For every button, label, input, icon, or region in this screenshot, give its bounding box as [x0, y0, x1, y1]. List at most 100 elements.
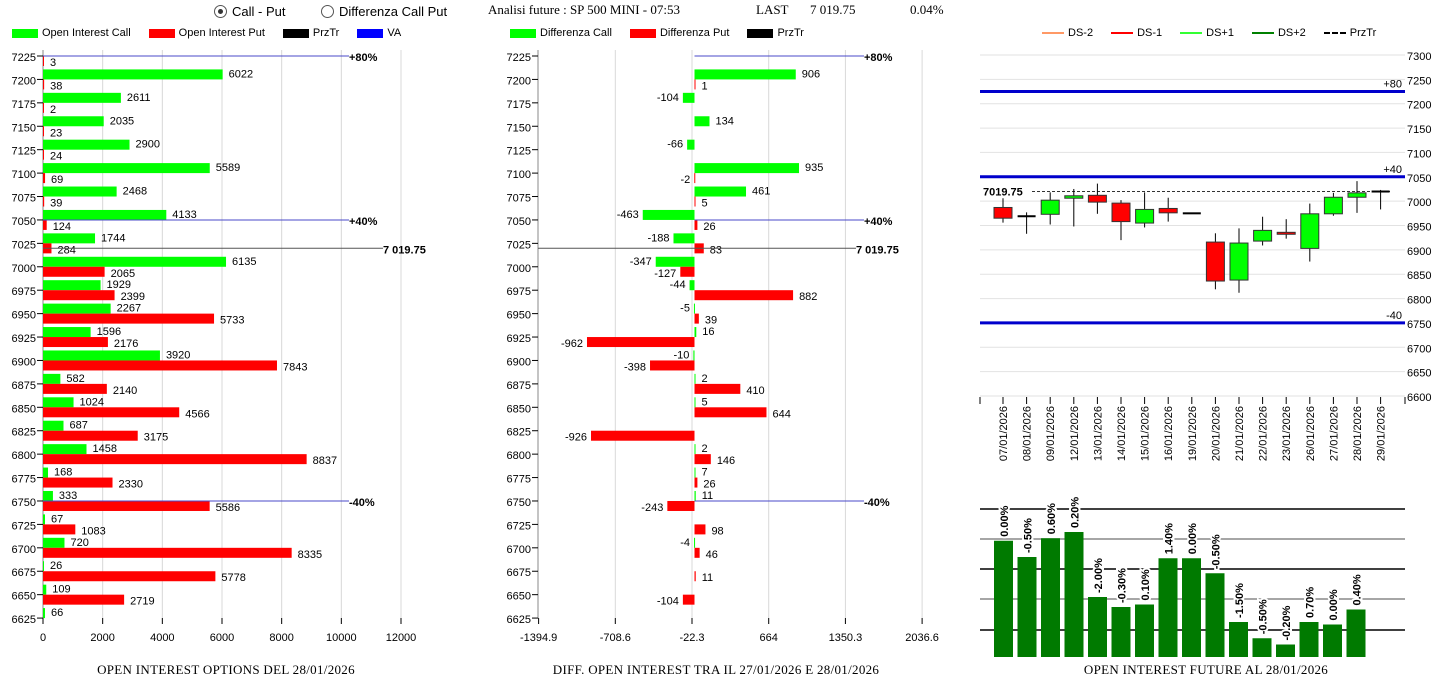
- future-bar-label: -0.50%: [1258, 599, 1270, 634]
- candle-y-tick-label: 6650: [1407, 368, 1431, 380]
- candle-doji: [1371, 190, 1390, 193]
- diff-call-bar: [694, 373, 696, 384]
- candle-date-label: 09/01/2026: [1045, 406, 1057, 461]
- diff-x-tick-label: 2036.6: [905, 632, 939, 644]
- oi-value-label: 4133: [172, 209, 196, 221]
- oi-value-label: 2719: [130, 596, 154, 608]
- diff-call-bar: [694, 69, 796, 80]
- candle-date-label: 19/01/2026: [1187, 406, 1199, 461]
- oi-y-tick-label: 7075: [12, 193, 36, 205]
- oi-call-bar: [43, 608, 45, 619]
- oi-y-tick-label: 6950: [12, 310, 36, 322]
- diff-put-bar: [694, 219, 698, 230]
- diff-call-bar: [694, 163, 799, 174]
- oi-y-tick-label: 7225: [12, 52, 36, 64]
- candle-up: [1253, 229, 1273, 242]
- diff-va-label: +40%: [864, 216, 893, 228]
- oi-call-bar: [43, 561, 44, 572]
- diff-call-bar: [642, 209, 695, 220]
- diff-y-tick-label: 6675: [507, 567, 531, 579]
- oi-value-label: 39: [50, 198, 62, 210]
- diff-value-label: 26: [703, 479, 715, 491]
- legend-swatch-va: [357, 28, 384, 38]
- diff-put-bar: [694, 454, 711, 465]
- diff-y-tick-label: 7225: [507, 52, 531, 64]
- legend-label: Differenza Call: [540, 27, 612, 39]
- oi-value-label: 687: [69, 420, 87, 432]
- oi-value-label: 8335: [298, 549, 322, 561]
- oi-put-bar: [43, 547, 292, 558]
- diff-put-bar: [694, 547, 700, 558]
- candle-y-tick-label: 7250: [1407, 75, 1431, 87]
- oi-y-tick-label: 7050: [12, 216, 36, 228]
- oi-y-tick-label: 6850: [12, 403, 36, 415]
- diff-value-label: 2: [702, 443, 708, 455]
- diff-y-tick-label: 7100: [507, 169, 531, 181]
- oi-call-bar: [43, 139, 130, 150]
- candle-y-tick-label: 7050: [1407, 173, 1431, 185]
- candle-date-label: 14/01/2026: [1116, 406, 1128, 461]
- candle-down: [1111, 202, 1131, 223]
- radio-differenza-call-put[interactable]: Differenza Call Put: [321, 4, 447, 19]
- oi-value-label: 124: [53, 221, 71, 233]
- diff-x-tick-label: 664: [760, 632, 778, 644]
- diff-x-tick-label: -22.3: [679, 632, 704, 644]
- oi-call-bar: [43, 69, 223, 80]
- candle-down: [1276, 231, 1296, 235]
- candle-date-label: 22/01/2026: [1258, 406, 1270, 461]
- oi-price-label: 7 019.75: [383, 244, 426, 256]
- oi-value-label: 2900: [136, 139, 160, 151]
- oi-call-bar: [43, 280, 101, 291]
- legend-label: Open Interest Put: [178, 27, 265, 39]
- diff-y-tick-label: 6800: [507, 450, 531, 462]
- oi-put-bar: [43, 454, 307, 465]
- legend-label: VA: [387, 27, 402, 39]
- diff-value-label: -926: [565, 432, 587, 444]
- oi-va-label: -40%: [349, 497, 375, 509]
- oi-call-bar: [43, 467, 49, 478]
- candle-y-tick-label: 7000: [1407, 197, 1431, 209]
- candle-y-tick-label: 6850: [1407, 270, 1431, 282]
- diff-put-bar: [694, 79, 696, 90]
- radio-selected-icon[interactable]: [214, 5, 227, 18]
- radio-call-put[interactable]: Call - Put: [214, 4, 285, 19]
- future-bar-label: 1.40%: [1164, 523, 1176, 554]
- diff-value-label: 882: [799, 291, 817, 303]
- legend-label: PrzTr: [777, 27, 804, 39]
- candle-date-label: 13/01/2026: [1092, 406, 1104, 461]
- candle-date-label: 27/01/2026: [1328, 406, 1340, 461]
- oi-value-label: 23: [50, 127, 62, 139]
- oi-value-label: 2140: [113, 385, 137, 397]
- candle-y-tick-label: 6750: [1407, 319, 1431, 331]
- legend-label: PrzTr: [312, 27, 340, 39]
- future-bar: [1323, 624, 1342, 657]
- oi-call-bar: [43, 92, 121, 103]
- oi-call-bar: [43, 420, 64, 431]
- diff-put-bar: [680, 266, 695, 277]
- diff-call-bar: [655, 256, 695, 267]
- legend-line-ds-1: [1111, 32, 1134, 34]
- oi-va-label: +80%: [349, 52, 378, 64]
- legend-swatch-prztr: [282, 28, 309, 38]
- oi-call-bar: [43, 327, 91, 338]
- candle-date-label: 16/01/2026: [1163, 406, 1175, 461]
- diff-y-tick-label: 7150: [507, 122, 531, 134]
- diff-value-label: 146: [717, 455, 735, 467]
- diff-call-bar: [693, 303, 695, 314]
- oi-value-label: 1458: [92, 443, 116, 455]
- diff-put-bar: [694, 173, 696, 184]
- radio-unselected-icon[interactable]: [321, 5, 334, 18]
- oi-value-label: 1596: [97, 326, 121, 338]
- last-label: LAST: [756, 2, 789, 17]
- oi-put-bar: [43, 500, 210, 511]
- oi-call-bar: [43, 584, 47, 595]
- oi-put-bar: [43, 173, 46, 184]
- oi-y-tick-label: 6725: [12, 520, 36, 532]
- legend-line-ds-2: [1042, 32, 1064, 34]
- right-chart-footer: OPEN INTEREST FUTURE AL 28/01/2026: [1083, 662, 1329, 677]
- oi-x-tick-label: 12000: [386, 632, 417, 644]
- oi-x-tick-label: 4000: [150, 632, 174, 644]
- diff-value-label: 644: [772, 408, 790, 420]
- diff-call-bar: [694, 490, 696, 501]
- candle-down: [1158, 207, 1178, 214]
